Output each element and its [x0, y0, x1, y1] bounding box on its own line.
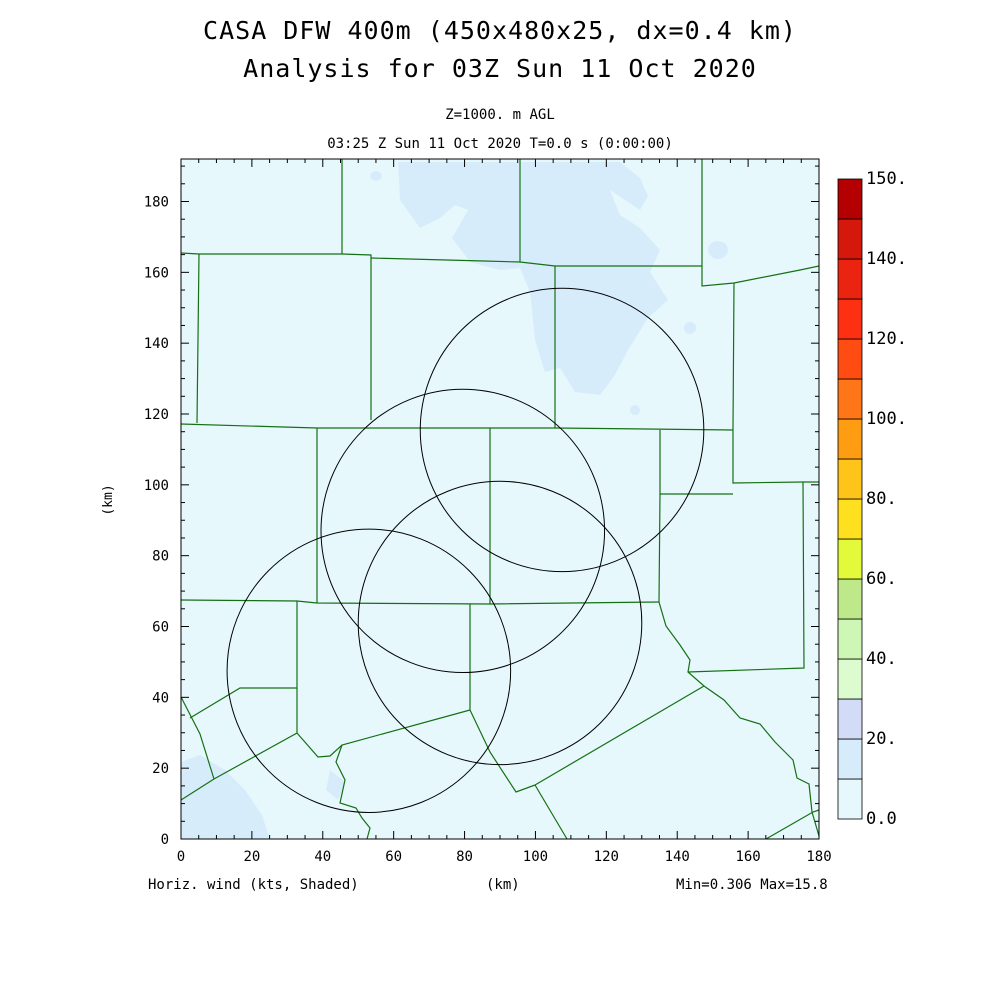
- shaded-spot: [684, 322, 696, 334]
- x-tick-label: 160: [735, 849, 760, 865]
- y-tick-label: 100: [144, 478, 169, 494]
- colorbar-swatch: [837, 778, 863, 820]
- county-line: [534, 685, 705, 786]
- color-bar: 0.0 20. 40. 60. 80. 100. 120. 140. 150.: [837, 169, 907, 829]
- shaded-spot: [708, 241, 728, 259]
- x-tick-label: 0: [177, 849, 185, 865]
- county-line: [534, 784, 568, 840]
- x-tick-label: 20: [243, 849, 260, 865]
- colorbar-swatch: [837, 178, 863, 220]
- county-line: [469, 604, 536, 793]
- radar-range-ring: [419, 287, 705, 573]
- colorbar-label: 20.: [866, 729, 897, 749]
- colorbar-swatch: [837, 298, 863, 340]
- county-line: [196, 253, 200, 424]
- y-tick-label: 20: [152, 761, 169, 777]
- shaded-spot: [326, 770, 345, 800]
- colorbar-swatch: [837, 458, 863, 500]
- y-tick-label: 180: [144, 195, 169, 211]
- y-tick-label: 40: [152, 690, 169, 706]
- y-tick-label: 80: [152, 549, 169, 565]
- level-label: Z=1000. m AGL: [445, 107, 555, 123]
- county-line: [687, 481, 805, 673]
- county-boundaries: [180, 159, 820, 840]
- colorbar-swatch: [837, 618, 863, 660]
- radar-range-ring: [357, 480, 643, 766]
- county-line: [180, 696, 215, 780]
- colorbar-swatch: [837, 258, 863, 300]
- colorbar-swatch: [837, 338, 863, 380]
- y-axis: 0 20 40 60 80 100 120 140 160 180: [144, 165, 819, 848]
- x-tick-label: 80: [456, 849, 473, 865]
- county-line: [180, 252, 372, 420]
- time-label: 03:25 Z Sun 11 Oct 2020 T=0.0 s (0:00:00…: [327, 136, 673, 152]
- colorbar-label: 140.: [866, 249, 907, 269]
- map-plot: [180, 158, 820, 840]
- county-line: [180, 599, 660, 605]
- y-axis-label: (km): [101, 484, 116, 515]
- x-tick-label: 60: [385, 849, 402, 865]
- title-line-1: CASA DFW 400m (450x480x25, dx=0.4 km): [203, 16, 797, 45]
- x-tick-label: 140: [665, 849, 690, 865]
- footer-xlabel: (km): [486, 877, 520, 893]
- colorbar-swatch: [837, 378, 863, 420]
- shaded-spot: [630, 405, 640, 415]
- county-line: [658, 493, 820, 837]
- shaded-spot: [370, 171, 382, 181]
- colorbar-label: 60.: [866, 569, 897, 589]
- radar-range-ring: [320, 388, 606, 674]
- y-tick-label: 160: [144, 265, 169, 281]
- x-tick-label: 100: [523, 849, 548, 865]
- county-line: [189, 601, 298, 719]
- title-line-2: Analysis for 03Z Sun 11 Oct 2020: [243, 54, 757, 83]
- county-line: [180, 423, 734, 431]
- footer-variable: Horiz. wind (kts, Shaded): [148, 877, 359, 893]
- y-tick-label: 60: [152, 620, 169, 636]
- county-line: [765, 809, 820, 840]
- colorbar-swatch: [837, 738, 863, 780]
- x-tick-label: 40: [314, 849, 331, 865]
- colorbar-label: 0.0: [866, 809, 897, 829]
- county-line: [296, 709, 471, 758]
- y-tick-label: 120: [144, 407, 169, 423]
- colorbar-swatch: [837, 658, 863, 700]
- county-line: [732, 282, 819, 484]
- radar-rings: [226, 287, 705, 813]
- x-tick-label: 180: [806, 849, 831, 865]
- colorbar-label: 100.: [866, 409, 907, 429]
- shaded-region-southwest: [181, 755, 270, 839]
- colorbar-label: 120.: [866, 329, 907, 349]
- colorbar-swatch: [837, 418, 863, 460]
- colorbar-swatch: [837, 578, 863, 620]
- x-tick-label: 120: [594, 849, 619, 865]
- wind-shading: [181, 162, 728, 839]
- colorbar-label: 80.: [866, 489, 897, 509]
- footer-minmax: Min=0.306 Max=15.8: [676, 877, 828, 893]
- colorbar-label: 40.: [866, 649, 897, 669]
- colorbar-swatch: [837, 698, 863, 740]
- colorbar-swatch: [837, 218, 863, 260]
- x-axis: 0 20 40 60 80 100 120 140 160 180: [177, 159, 832, 865]
- colorbar-swatch: [837, 538, 863, 580]
- colorbar-label: 150.: [866, 169, 907, 189]
- county-line: [335, 744, 371, 840]
- y-tick-label: 0: [161, 832, 169, 848]
- y-tick-label: 140: [144, 336, 169, 352]
- colorbar-swatch: [837, 498, 863, 540]
- shaded-region-north: [398, 162, 668, 395]
- radar-range-ring: [226, 528, 512, 813]
